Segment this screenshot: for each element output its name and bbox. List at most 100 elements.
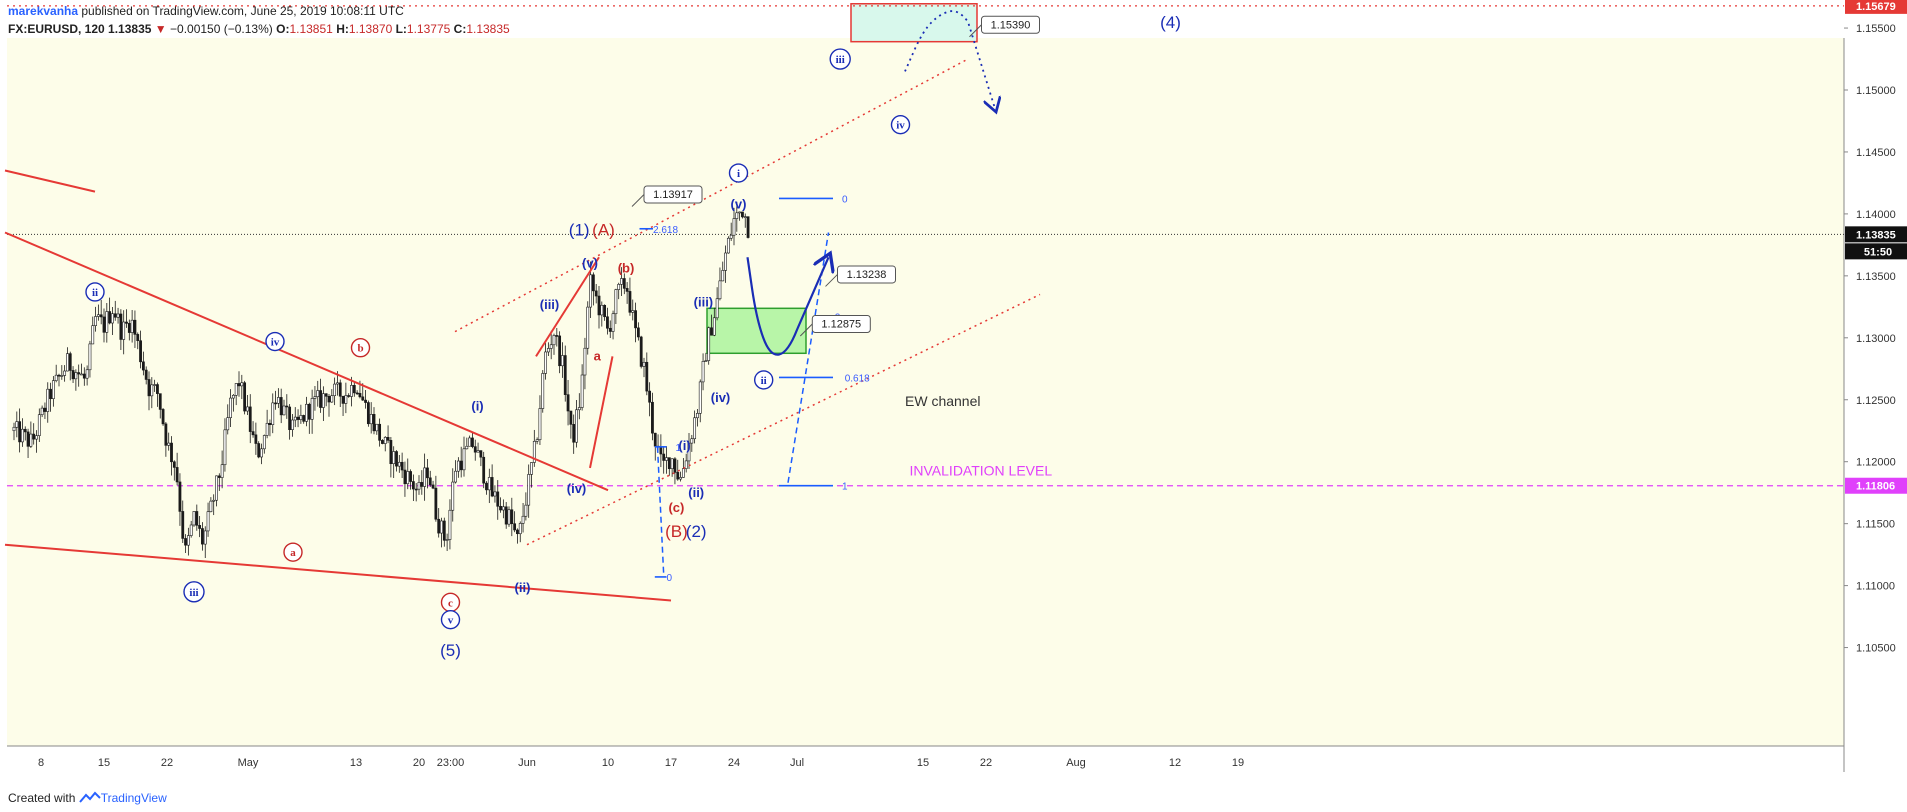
candle (223, 429, 227, 466)
wave-label: iii (829, 48, 851, 70)
price-change: −0.00150 (−0.13%) (170, 22, 273, 36)
author-link[interactable]: marekvanha (8, 4, 79, 18)
candle (456, 460, 460, 472)
candle (156, 384, 159, 394)
candle (442, 520, 446, 541)
time-tick-label: 8 (38, 757, 44, 769)
candle (29, 433, 33, 447)
candle (741, 211, 744, 218)
candle (440, 520, 443, 534)
wave-label-text: (v) (731, 197, 747, 212)
candle (721, 270, 725, 282)
candle (77, 372, 81, 375)
candle (82, 373, 86, 379)
wedge-upper[interactable] (4, 231, 609, 492)
candle (473, 446, 477, 453)
open-label: O: (276, 22, 290, 36)
wave-label: b (350, 338, 371, 358)
callout-box (643, 185, 703, 204)
symbol-legend: FX:EURUSD, 120 1.13835 ▼ −0.00150 (−0.13… (8, 22, 510, 36)
candle (122, 321, 126, 340)
time-tick-label: 13 (350, 757, 362, 769)
diagonal-lower[interactable] (589, 356, 614, 469)
candle (516, 529, 519, 535)
tradingview-link[interactable]: TradingView (100, 791, 167, 805)
price-callout[interactable]: 1.12875 (799, 314, 871, 337)
candle (184, 538, 187, 546)
candle (577, 407, 581, 411)
candle (144, 369, 148, 380)
price-tick-label: 1.13500 (1856, 271, 1896, 283)
candle (220, 464, 224, 478)
candle (684, 460, 688, 469)
candle (662, 453, 666, 461)
candle (569, 410, 573, 425)
wave-label-text: (i) (678, 438, 690, 453)
candle (319, 390, 322, 408)
bullish-level-label: BULLISH LEVEL (713, 0, 819, 3)
price-tick-label: 1.12500 (1856, 395, 1896, 407)
price-tick-label: 1.11500 (1856, 519, 1895, 531)
candle (648, 390, 652, 403)
candle (476, 450, 480, 453)
candle (673, 458, 677, 473)
wave-label-text: (ii) (688, 485, 704, 500)
countdown-tag (1845, 243, 1907, 260)
candle (108, 311, 112, 324)
candle (451, 481, 455, 511)
wave-label-text: (iv) (567, 481, 587, 496)
candle (172, 461, 176, 468)
candle (693, 417, 697, 440)
candle (465, 445, 469, 450)
candle (113, 313, 117, 318)
projected-wave-ii-iii[interactable] (746, 257, 829, 356)
candle (32, 433, 36, 440)
candle (406, 471, 410, 485)
publish-text: published on TradingView.com, June 25, 2… (78, 4, 404, 18)
candle (718, 280, 722, 300)
candle (530, 462, 533, 475)
wave-label-circle (183, 581, 205, 603)
diagonal-upper[interactable] (535, 256, 600, 357)
projected-reversal-c[interactable] (904, 10, 995, 109)
fib-left-dashed[interactable] (656, 446, 665, 577)
candle (209, 500, 213, 513)
candle (471, 437, 474, 447)
candle (321, 393, 325, 408)
candle (563, 355, 567, 395)
wedge-tail[interactable] (4, 169, 96, 193)
candle (203, 530, 207, 545)
ew-channel-upper[interactable] (454, 58, 969, 333)
candle (729, 234, 733, 239)
candle (707, 327, 711, 361)
wave-label-text: (iv) (711, 390, 731, 405)
close-label: C: (453, 22, 467, 36)
candle (524, 504, 528, 517)
wave-label: (i) (471, 398, 483, 413)
time-tick-label: 24 (728, 757, 740, 769)
price-tick-label: 1.14500 (1856, 147, 1896, 159)
candle (504, 506, 508, 525)
candle (215, 475, 218, 501)
candle (26, 431, 30, 447)
candle (293, 416, 297, 421)
candle (448, 509, 452, 540)
resistance-zone[interactable] (850, 3, 978, 43)
price-callout[interactable]: 1.15390 (969, 15, 1040, 38)
candle (724, 252, 727, 271)
candle (195, 511, 199, 526)
wave-label-text: iv (271, 337, 280, 349)
candle (313, 396, 317, 399)
price-callout[interactable]: 1.13917 (631, 185, 703, 207)
down-arrow-icon: ▼ (154, 22, 167, 36)
wedge-lower[interactable] (4, 543, 672, 602)
candle (487, 477, 491, 491)
candle (431, 484, 435, 489)
wave-label-text: (1) (569, 220, 590, 239)
ew-channel-lower[interactable] (526, 293, 1041, 546)
candle (181, 511, 185, 539)
candle (580, 374, 584, 408)
candle (366, 402, 370, 425)
price-callout[interactable]: 1.13238 (825, 265, 896, 287)
